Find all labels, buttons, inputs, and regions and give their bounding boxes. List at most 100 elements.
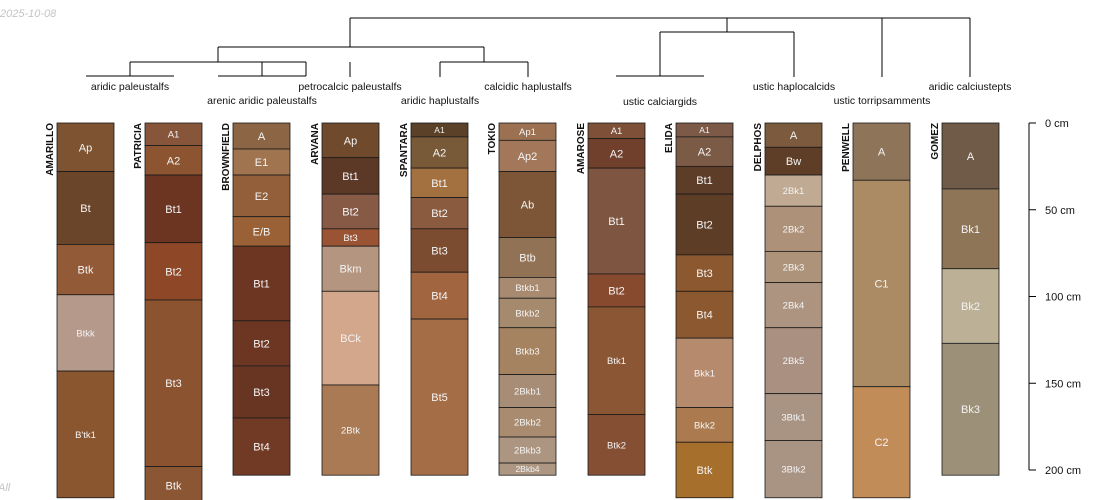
- horizon: [56, 244, 115, 296]
- horizon-label: A1: [611, 126, 623, 137]
- horizon: [941, 342, 1000, 476]
- profile-name: AMAROSE: [576, 123, 587, 174]
- depth-axis: 0 cm 50 cm 100 cm 150 cm 200 cm: [1028, 118, 1081, 477]
- depth-tick-label: 100 cm: [1045, 292, 1081, 304]
- horizon: [321, 157, 380, 195]
- horizon-label: Bt4: [696, 310, 713, 322]
- horizon: [144, 174, 203, 244]
- horizon-label: Ap1: [519, 127, 536, 138]
- horizon: [410, 228, 469, 273]
- soil-profile: ARVANA Ap Bt1 Bt2 Bt3 Bkm BCk 2Btk: [310, 122, 380, 476]
- taxon-label: ustic haplocalcids: [753, 81, 835, 93]
- horizon: [764, 282, 823, 329]
- taxon-label: aridic calciustepts: [929, 81, 1012, 93]
- horizon-label: 2Bk3: [783, 262, 805, 273]
- horizon-label: A2: [698, 147, 711, 159]
- horizon: [56, 294, 115, 372]
- horizon: [232, 216, 291, 247]
- depth-tick-label: 50 cm: [1045, 205, 1075, 217]
- taxon-label: petrocalcic paleustalfs: [298, 81, 401, 93]
- soil-profile: SPANTARA A1 A2 Bt1 Bt2 Bt3 Bt4 Bt5: [399, 122, 469, 476]
- horizon: [852, 179, 911, 388]
- horizon-label: C1: [874, 278, 888, 290]
- soil-profile: DELPHOS A Bw 2Bk1 2Bk2 2Bk3 2Bk4 2Bk5 3Btk1 3Btk2: [753, 122, 823, 499]
- horizon: [587, 414, 646, 476]
- horizon-label: Bt2: [431, 208, 448, 220]
- horizon-label: Bk1: [961, 224, 980, 236]
- horizon: [232, 148, 291, 176]
- taxon-label: arenic aridic paleustalfs: [207, 95, 317, 107]
- horizon-label: BCk: [340, 333, 361, 345]
- taxon-label: aridic paleustalfs: [91, 81, 169, 93]
- dendrogram-link: [349, 17, 971, 77]
- horizon-label: Bt3: [343, 233, 357, 244]
- horizon: [498, 171, 557, 238]
- corner-note: All: [0, 482, 11, 494]
- horizon-label: A: [790, 130, 798, 142]
- horizon: [232, 320, 291, 367]
- taxon-label: aridic haplustalfs: [401, 95, 479, 107]
- horizon-label: E/B: [253, 226, 271, 238]
- horizon-label: Bw: [786, 156, 801, 168]
- horizon-label: Bt5: [431, 392, 448, 404]
- horizon: [852, 122, 911, 181]
- horizon: [587, 167, 646, 275]
- depth-tick-label: 150 cm: [1045, 378, 1081, 390]
- soil-profile: AMARILLO Ap Bt Btk Btkk B'tk1: [45, 122, 115, 499]
- horizon: [232, 245, 291, 322]
- dendrogram-link: [439, 61, 529, 77]
- soil-profile: ELIDA A1 A2 Bt1 Bt2 Bt3 Bt4 Bkk1 Bkk2 Btk: [664, 122, 734, 499]
- horizon-label: Ap: [79, 142, 92, 154]
- horizon-label: Btk: [697, 465, 713, 477]
- horizon: [587, 138, 646, 169]
- horizon: [56, 171, 115, 245]
- horizon: [144, 242, 203, 301]
- horizon-label: B'tk1: [75, 430, 96, 441]
- horizon: [232, 365, 291, 419]
- horizon-label: A: [878, 147, 886, 159]
- horizon: [410, 197, 469, 230]
- profile-name: PATRICIA: [133, 123, 144, 169]
- horizon: [498, 374, 557, 408]
- taxon-label: ustic torripsamments: [834, 95, 931, 107]
- horizon: [764, 440, 823, 499]
- horizon-label: Ap2: [518, 151, 538, 163]
- horizon-label: Bt1: [696, 175, 713, 187]
- profile-name: TOKIO: [487, 123, 498, 155]
- horizon: [764, 122, 823, 148]
- horizon-label: Bt2: [165, 266, 182, 278]
- horizon: [498, 462, 557, 476]
- horizon: [941, 268, 1000, 344]
- horizon: [56, 370, 115, 499]
- horizon-label: 2Bk5: [783, 356, 805, 367]
- horizon-label: Btkk: [76, 328, 95, 339]
- horizon-label: Bkm: [340, 264, 362, 276]
- horizon-label: 2Bk4: [783, 301, 805, 312]
- horizon-label: A1: [699, 125, 710, 135]
- horizon-label: C2: [874, 437, 888, 449]
- profile-name: SPANTARA: [399, 123, 410, 177]
- horizon-label: 2Bkb3: [514, 445, 541, 456]
- horizon-label: 2Btk: [341, 426, 360, 437]
- horizon-label: Btk1: [607, 356, 626, 367]
- horizon-label: Bt2: [253, 338, 270, 350]
- horizon-label: E2: [255, 191, 268, 203]
- horizon-label: 2Bkb2: [514, 418, 541, 429]
- horizon-label: Bt: [80, 203, 90, 215]
- depth-tick-label: 0 cm: [1045, 118, 1069, 130]
- horizon: [410, 318, 469, 476]
- horizon-label: 2Bk1: [783, 186, 805, 197]
- horizon: [232, 174, 291, 218]
- horizon: [498, 327, 557, 375]
- horizon-label: Btb: [519, 252, 536, 264]
- horizon: [941, 188, 1000, 270]
- soil-profile: PATRICIA A1 A2 Bt1 Bt2 Bt3 Btk: [133, 122, 203, 500]
- horizon-label: Bt1: [253, 278, 270, 290]
- profile-name: BROWNFIELD: [221, 123, 232, 191]
- profile-name: AMARILLO: [45, 123, 56, 176]
- horizon-label: A2: [433, 147, 446, 159]
- horizon-label: A: [258, 131, 266, 143]
- horizon-label: Bt2: [342, 206, 359, 218]
